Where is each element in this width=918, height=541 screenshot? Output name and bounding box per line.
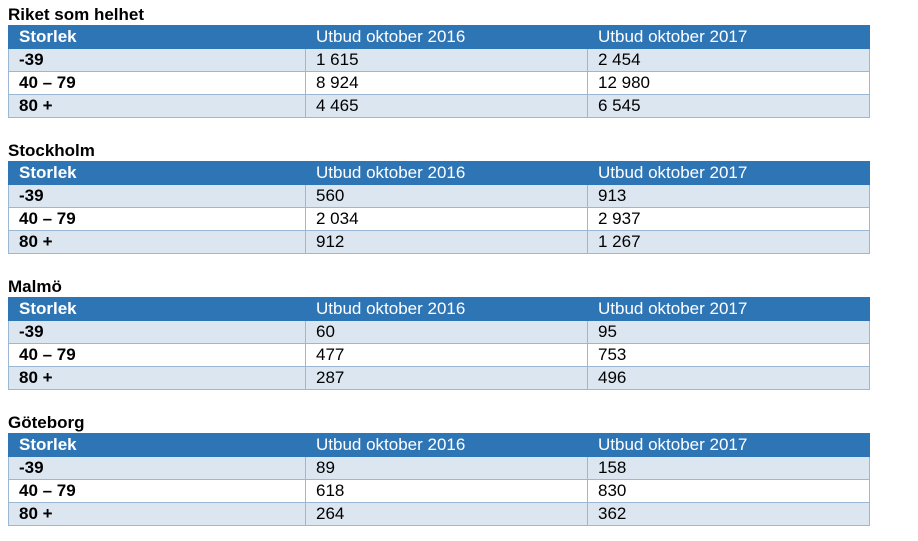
value-2016-cell: 2 034	[305, 207, 588, 231]
section-title: Göteborg	[8, 413, 85, 432]
table-row: 80 + 912 1 267	[8, 230, 870, 254]
size-cell: -39	[8, 456, 306, 480]
value-2017-cell: 362	[587, 502, 870, 526]
column-header-2016: Utbud oktober 2016	[305, 433, 588, 457]
column-header-size: Storlek	[8, 297, 306, 321]
column-header-2017: Utbud oktober 2017	[587, 161, 870, 185]
value-2016-cell: 60	[305, 320, 588, 344]
column-header-2016: Utbud oktober 2016	[305, 297, 588, 321]
value-2016-cell: 1 615	[305, 48, 588, 72]
value-2017-cell: 1 267	[587, 230, 870, 254]
table-header-row: Storlek Utbud oktober 2016 Utbud oktober…	[8, 161, 870, 185]
value-2017-cell: 6 545	[587, 94, 870, 118]
size-cell: 40 – 79	[8, 479, 306, 503]
value-2016-cell: 264	[305, 502, 588, 526]
size-cell: -39	[8, 320, 306, 344]
table-row: 40 – 79 8 924 12 980	[8, 71, 870, 95]
section-stockholm: Stockholm Storlek Utbud oktober 2016 Utb…	[8, 141, 870, 254]
value-2016-cell: 287	[305, 366, 588, 390]
value-2017-cell: 830	[587, 479, 870, 503]
size-cell: 80 +	[8, 230, 306, 254]
section-riket: Riket som helhet Storlek Utbud oktober 2…	[8, 5, 870, 118]
size-cell: 40 – 79	[8, 71, 306, 95]
section-title: Stockholm	[8, 141, 95, 160]
value-2017-cell: 158	[587, 456, 870, 480]
value-2017-cell: 2 937	[587, 207, 870, 231]
data-table: Storlek Utbud oktober 2016 Utbud oktober…	[8, 433, 870, 526]
table-row: 40 – 79 2 034 2 937	[8, 207, 870, 231]
column-header-size: Storlek	[8, 433, 306, 457]
value-2017-cell: 496	[587, 366, 870, 390]
table-row: 40 – 79 477 753	[8, 343, 870, 367]
value-2016-cell: 8 924	[305, 71, 588, 95]
value-2017-cell: 913	[587, 184, 870, 208]
size-cell: 80 +	[8, 502, 306, 526]
table-row: 40 – 79 618 830	[8, 479, 870, 503]
value-2017-cell: 12 980	[587, 71, 870, 95]
value-2016-cell: 912	[305, 230, 588, 254]
value-2017-cell: 2 454	[587, 48, 870, 72]
table-header-row: Storlek Utbud oktober 2016 Utbud oktober…	[8, 297, 870, 321]
value-2016-cell: 560	[305, 184, 588, 208]
value-2016-cell: 477	[305, 343, 588, 367]
value-2017-cell: 95	[587, 320, 870, 344]
table-row: -39 60 95	[8, 320, 870, 344]
size-cell: 80 +	[8, 366, 306, 390]
size-cell: 40 – 79	[8, 343, 306, 367]
column-header-2016: Utbud oktober 2016	[305, 25, 588, 49]
section-title: Malmö	[8, 277, 62, 296]
size-cell: -39	[8, 184, 306, 208]
data-table: Storlek Utbud oktober 2016 Utbud oktober…	[8, 297, 870, 390]
table-row: 80 + 4 465 6 545	[8, 94, 870, 118]
column-header-2016: Utbud oktober 2016	[305, 161, 588, 185]
table-row: 80 + 264 362	[8, 502, 870, 526]
size-cell: -39	[8, 48, 306, 72]
section-title: Riket som helhet	[8, 5, 145, 24]
value-2016-cell: 89	[305, 456, 588, 480]
table-row: -39 89 158	[8, 456, 870, 480]
table-row: -39 560 913	[8, 184, 870, 208]
data-table: Storlek Utbud oktober 2016 Utbud oktober…	[8, 161, 870, 254]
size-cell: 40 – 79	[8, 207, 306, 231]
column-header-2017: Utbud oktober 2017	[587, 25, 870, 49]
table-row: -39 1 615 2 454	[8, 48, 870, 72]
column-header-size: Storlek	[8, 25, 306, 49]
size-cell: 80 +	[8, 94, 306, 118]
value-2017-cell: 753	[587, 343, 870, 367]
section-goteborg: Göteborg Storlek Utbud oktober 2016 Utbu…	[8, 413, 870, 526]
column-header-size: Storlek	[8, 161, 306, 185]
table-row: 80 + 287 496	[8, 366, 870, 390]
value-2016-cell: 618	[305, 479, 588, 503]
section-malmo: Malmö Storlek Utbud oktober 2016 Utbud o…	[8, 277, 870, 390]
data-table: Storlek Utbud oktober 2016 Utbud oktober…	[8, 25, 870, 118]
column-header-2017: Utbud oktober 2017	[587, 297, 870, 321]
table-header-row: Storlek Utbud oktober 2016 Utbud oktober…	[8, 25, 870, 49]
table-header-row: Storlek Utbud oktober 2016 Utbud oktober…	[8, 433, 870, 457]
value-2016-cell: 4 465	[305, 94, 588, 118]
column-header-2017: Utbud oktober 2017	[587, 433, 870, 457]
